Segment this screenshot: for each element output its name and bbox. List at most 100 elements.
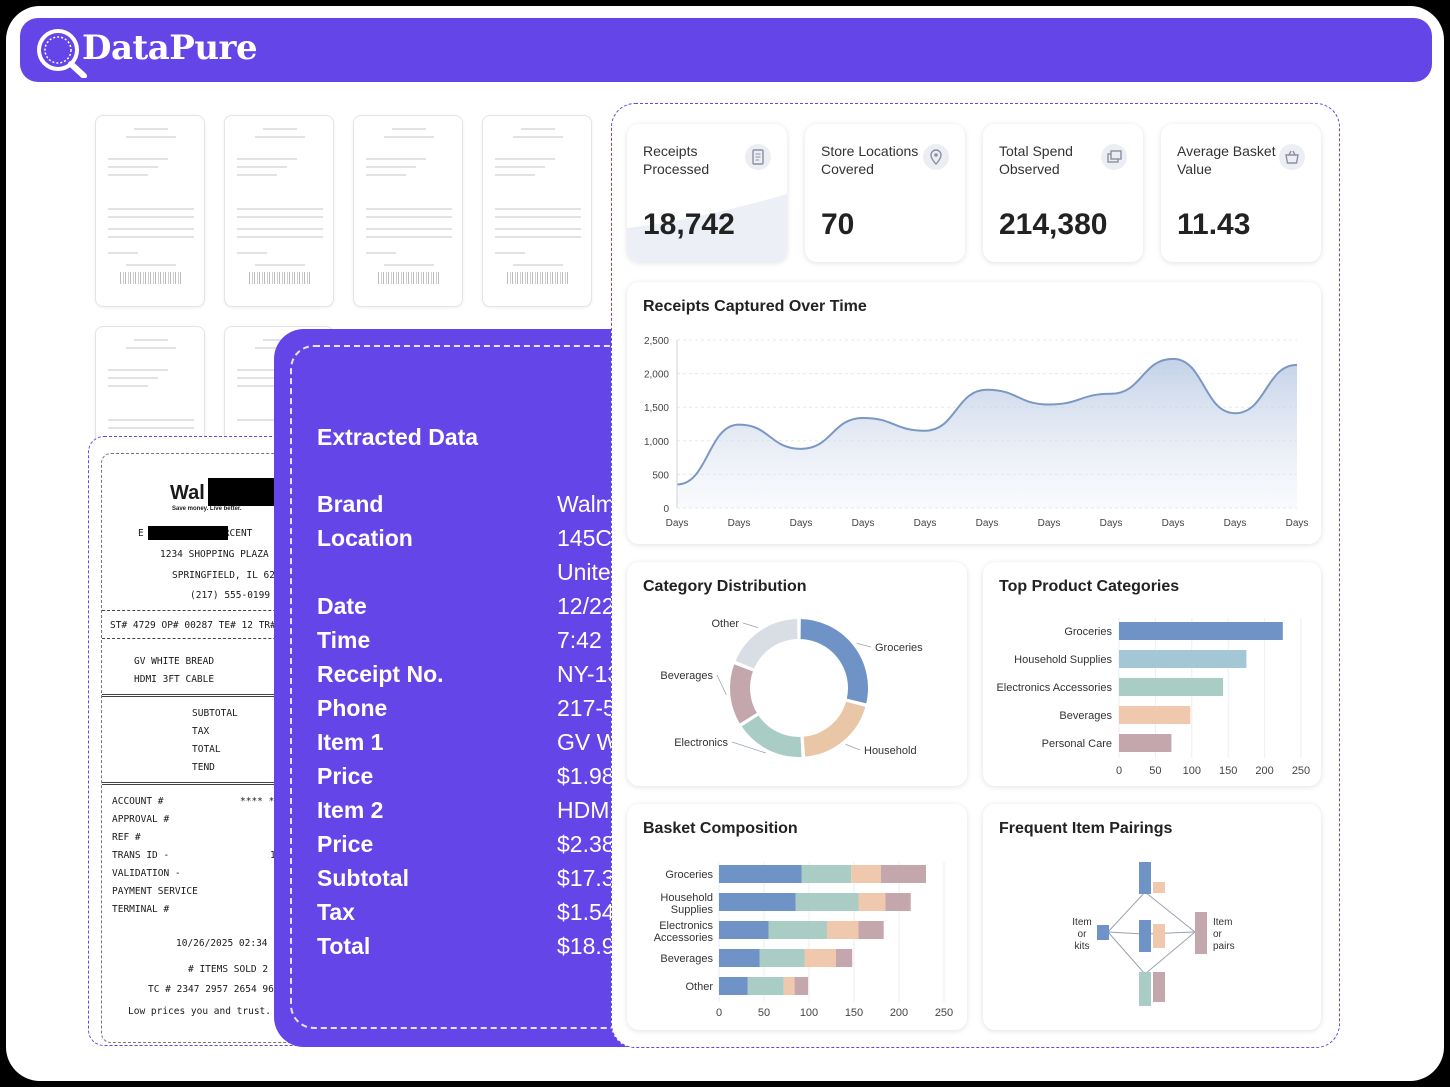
stacked-bar-segment[interactable]: [783, 977, 795, 995]
receipt-tax-label: TAX: [192, 726, 210, 737]
stacked-bar-segment[interactable]: [719, 949, 760, 967]
pairing-left-label: Item or kits: [1072, 917, 1091, 952]
extracted-value: 12/22: [557, 593, 615, 619]
x-tick-label: 50: [758, 1007, 770, 1019]
bar[interactable]: [1119, 734, 1172, 752]
receipt-icon: [745, 144, 771, 170]
stat-card-basket[interactable]: Average Basket Value 11.43: [1161, 124, 1321, 262]
redaction-bar: [148, 526, 228, 540]
extracted-label: Subtotal: [317, 865, 409, 891]
pie-slice[interactable]: [801, 699, 868, 759]
stat-card-locations[interactable]: Store Locations Covered 70: [805, 124, 965, 262]
pairing-node[interactable]: [1153, 882, 1165, 893]
store-tagline: Save money. Live better.: [172, 506, 242, 512]
stacked-bar-segment[interactable]: [801, 865, 852, 883]
bar[interactable]: [1119, 622, 1283, 640]
pairing-node[interactable]: [1153, 972, 1165, 1002]
app-frame: DataPure Wal Save money. Live better. E …: [6, 6, 1444, 1081]
series-line[interactable]: [676, 357, 1298, 486]
pairing-node[interactable]: [1139, 972, 1151, 1006]
category-donut-chart[interactable]: Groceries Household Electronics Beverages Ot…: [627, 562, 967, 786]
stacked-bar-segment[interactable]: [719, 893, 796, 911]
stacked-bar-segment[interactable]: [836, 949, 853, 967]
x-tick-label: 250: [1292, 765, 1310, 777]
x-tick-label: Days: [1038, 518, 1061, 529]
x-tick-label: Days: [852, 518, 875, 529]
receipt-paper: Wal Save money. Live better. E SUPERCENT…: [101, 453, 377, 1043]
receipt-validation: VALIDATION -: [112, 868, 181, 879]
pairing-node[interactable]: [1153, 924, 1165, 948]
pairing-node[interactable]: [1097, 925, 1109, 940]
receipt-thumbnail[interactable]: [482, 115, 592, 307]
stacked-bar-segment[interactable]: [885, 893, 911, 911]
receipt-item-1: GV WHITE BREAD: [134, 656, 215, 667]
pie-slice[interactable]: [732, 616, 800, 672]
stacked-bar-segment[interactable]: [827, 921, 859, 939]
slice-label: Other: [711, 618, 739, 630]
stat-card-spend[interactable]: Total Spend Observed 214,380: [983, 124, 1143, 262]
stacked-bar-segment[interactable]: [881, 865, 926, 883]
bar[interactable]: [1119, 706, 1191, 724]
stacked-bar-segment[interactable]: [804, 949, 837, 967]
stacked-bar-segment[interactable]: [858, 921, 884, 939]
receipts-over-time-card: Receipts Captured Over Time 0 500 1,000 1,5…: [627, 282, 1321, 544]
category-label: Groceries: [665, 869, 713, 881]
y-tick-label: 2,500: [644, 336, 669, 347]
receipt-thumbnail[interactable]: [224, 115, 334, 307]
extracted-data-title: Extracted Data: [317, 424, 479, 450]
item-pairings-diagram[interactable]: Item or kits Item or pairs: [983, 804, 1321, 1030]
stacked-bar-segment[interactable]: [768, 921, 828, 939]
receipt-thumbnail[interactable]: [353, 115, 463, 307]
register-line: ST# 4729 OP# 00287 TE# 12 TR#: [110, 620, 276, 631]
category-distribution-card: Category Distribution Groceries Household…: [627, 562, 967, 786]
stacked-bar-segment[interactable]: [719, 865, 802, 883]
stacked-bar-segment[interactable]: [851, 865, 881, 883]
receipt-thumbnail[interactable]: [95, 115, 205, 307]
chart-title: Category Distribution: [643, 578, 807, 595]
chart-title: Receipts Captured Over Time: [643, 298, 867, 315]
basket-stacked-bar-chart[interactable]: 0 50 100 150 200 250 Groceries Household Supplie…: [627, 804, 967, 1030]
extracted-value: $1.98: [557, 763, 615, 789]
receipt-tc: TC # 2347 2957 2654 967: [148, 984, 280, 995]
x-tick-label: Days: [1224, 518, 1247, 529]
stacked-bar-segment[interactable]: [794, 977, 809, 995]
category-label: Electronics Accessories: [654, 920, 714, 944]
leader-line: [731, 741, 766, 754]
x-tick-label: Days: [790, 518, 813, 529]
extracted-label: Price: [317, 831, 374, 857]
pairing-node[interactable]: [1195, 912, 1207, 954]
extracted-label: Time: [317, 627, 371, 653]
top-categories-bar-chart[interactable]: 0 50 100 150 200 250 Groceries Household Suppli…: [983, 562, 1321, 786]
frequent-item-pairings-card: Frequent Item Pairings Item or: [983, 804, 1321, 1030]
receipt-trans-id: TRANS ID -: [112, 850, 170, 861]
pairing-node[interactable]: [1139, 862, 1151, 894]
pie-slice[interactable]: [798, 616, 870, 706]
extracted-data-panel: Extracted Data Brand Walm Location 145C Unit…: [274, 329, 634, 1047]
stacked-bar-segment[interactable]: [759, 949, 805, 967]
pairing-node[interactable]: [1139, 920, 1151, 952]
receipt-items-sold: # ITEMS SOLD 2: [188, 964, 269, 975]
pie-slice[interactable]: [728, 661, 760, 727]
stacked-bar-segment[interactable]: [719, 921, 769, 939]
area-fill: [677, 358, 1297, 508]
stacked-bar-segment[interactable]: [719, 977, 748, 995]
stacked-bar-segment[interactable]: [858, 893, 886, 911]
bar[interactable]: [1119, 650, 1247, 668]
pie-slice[interactable]: [738, 712, 804, 759]
stat-label: Average Basket Value: [1177, 143, 1276, 177]
slice-label: Electronics: [674, 737, 728, 749]
extracted-label: Item 2: [317, 797, 384, 823]
extracted-label: Phone: [317, 695, 388, 721]
stat-value: 214,380: [999, 208, 1108, 241]
address-line-1: 1234 SHOPPING PLAZA D: [160, 549, 281, 560]
receipts-line-chart[interactable]: 0 500 1,000 1,500 2,000 2,500 Days Days Days Days…: [627, 282, 1321, 544]
x-tick-label: 50: [1149, 765, 1161, 777]
y-tick-label: 1,000: [644, 437, 669, 448]
stacked-bar-segment[interactable]: [747, 977, 784, 995]
stat-card-receipts[interactable]: Receipts Processed 18,742: [627, 124, 787, 262]
extracted-label: Receipt No.: [317, 661, 444, 687]
bar[interactable]: [1119, 678, 1224, 696]
stacked-bar-segment[interactable]: [795, 893, 859, 911]
extracted-value: $17.3: [557, 865, 615, 891]
y-tick-label: 1,500: [644, 403, 669, 414]
